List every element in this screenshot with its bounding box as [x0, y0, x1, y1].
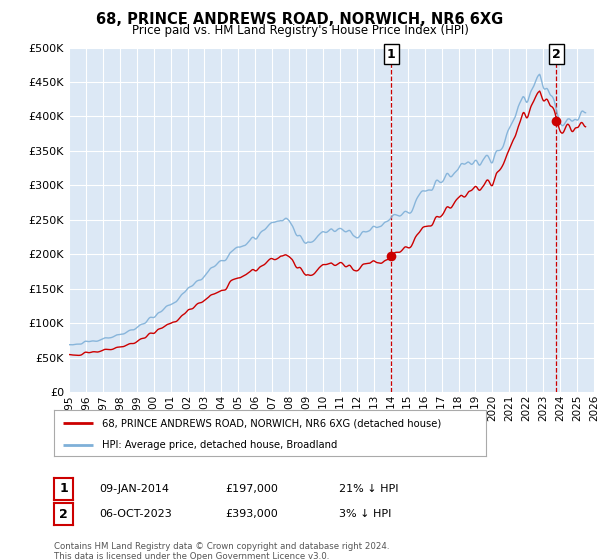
Text: 1: 1 — [59, 482, 68, 496]
Text: 09-JAN-2014: 09-JAN-2014 — [99, 484, 169, 494]
Text: Contains HM Land Registry data © Crown copyright and database right 2024.
This d: Contains HM Land Registry data © Crown c… — [54, 542, 389, 560]
Text: Price paid vs. HM Land Registry's House Price Index (HPI): Price paid vs. HM Land Registry's House … — [131, 24, 469, 37]
Text: £197,000: £197,000 — [225, 484, 278, 494]
Text: 68, PRINCE ANDREWS ROAD, NORWICH, NR6 6XG: 68, PRINCE ANDREWS ROAD, NORWICH, NR6 6X… — [97, 12, 503, 27]
Text: 1: 1 — [387, 48, 395, 60]
Text: 3% ↓ HPI: 3% ↓ HPI — [339, 509, 391, 519]
Text: 2: 2 — [59, 507, 68, 521]
Text: 68, PRINCE ANDREWS ROAD, NORWICH, NR6 6XG (detached house): 68, PRINCE ANDREWS ROAD, NORWICH, NR6 6X… — [101, 418, 441, 428]
Text: 06-OCT-2023: 06-OCT-2023 — [99, 509, 172, 519]
Text: 21% ↓ HPI: 21% ↓ HPI — [339, 484, 398, 494]
Text: £393,000: £393,000 — [225, 509, 278, 519]
Text: HPI: Average price, detached house, Broadland: HPI: Average price, detached house, Broa… — [101, 440, 337, 450]
Text: 2: 2 — [552, 48, 560, 60]
